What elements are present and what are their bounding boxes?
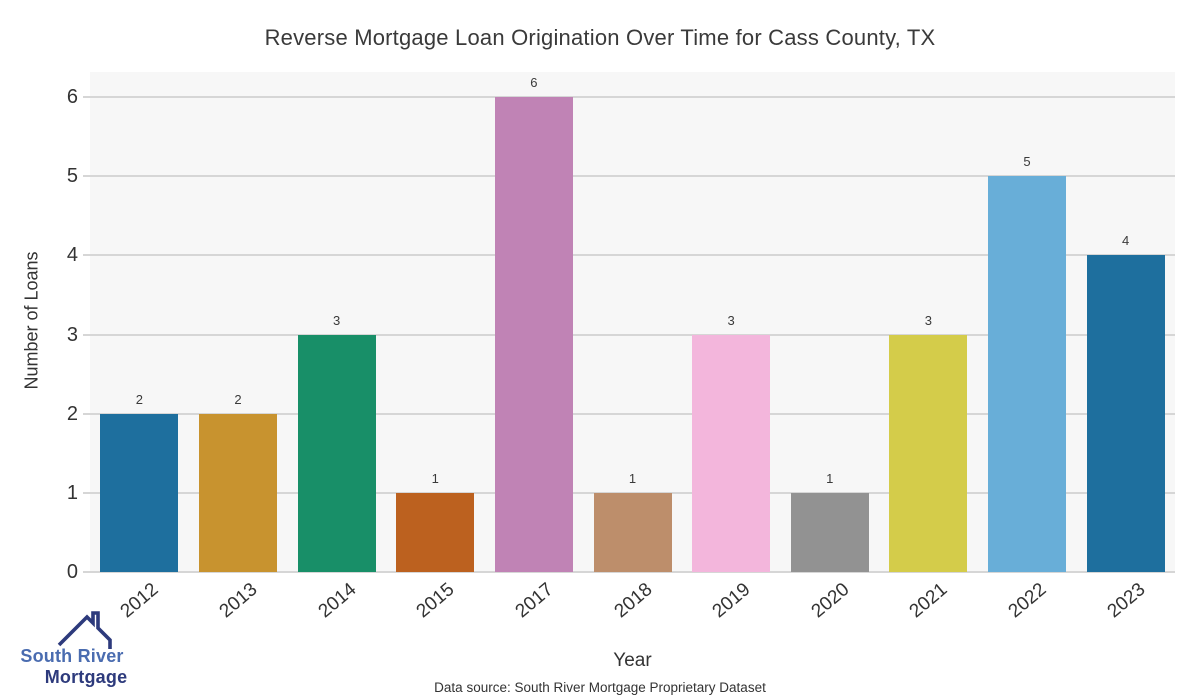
bar-value-label-2013: 2 [234,391,242,407]
gridline-y3 [90,333,1175,336]
y-tick-mark-2 [83,412,90,415]
bar-value-label-2012: 2 [135,391,143,407]
y-axis-title: Number of Loans [21,251,42,390]
y-tick-label-4: 4 [66,244,78,267]
south-river-mortgage-logo: South River Mortgage [12,606,142,696]
y-tick-mark-3 [83,333,90,336]
logo-text-line1: South River [20,646,124,666]
bar-value-label-2022: 5 [1023,154,1031,170]
bar-2023 [1086,255,1165,572]
bar-2017 [494,97,573,572]
logo-text-line2: Mortgage [44,667,128,687]
bar-2022 [988,176,1067,572]
bar-2020 [790,492,869,572]
y-tick-label-3: 3 [66,323,78,346]
bar-value-label-2015: 1 [431,470,439,486]
y-tick-mark-0 [83,571,90,573]
bar-value-label-2018: 1 [628,470,637,486]
gridline-y0 [90,571,1175,573]
bar-2013 [198,413,277,572]
data-source-note: Data source: South River Mortgage Propri… [434,680,766,695]
chart-title: Reverse Mortgage Loan Origination Over T… [264,25,936,50]
bar-2015 [396,492,475,572]
x-axis-title: Year [613,650,652,671]
gridline-y5 [90,175,1175,178]
bar-value-label-2021: 3 [924,312,933,328]
y-tick-label-5: 5 [66,165,78,188]
bar-2012 [100,413,179,572]
y-tick-mark-6 [83,96,90,98]
bar-value-label-2020: 1 [826,470,834,486]
bar-2021 [889,334,968,572]
gridline-y6 [90,96,1175,98]
y-tick-label-6: 6 [66,86,78,108]
gridline-y2 [90,412,1175,415]
bar-value-label-2019: 3 [727,312,735,328]
bar-2018 [593,492,672,572]
y-tick-mark-1 [83,491,90,494]
y-tick-label-0: 0 [66,561,78,583]
y-tick-mark-5 [83,175,90,178]
bar-value-label-2014: 3 [332,312,341,328]
bar-2019 [692,334,771,572]
house-roof-icon [57,611,112,649]
bar-value-label-2017: 6 [530,75,538,90]
gridline-y4 [90,254,1175,257]
y-tick-label-1: 1 [66,481,78,504]
bar-2014 [297,334,376,572]
bar-value-label-2023: 4 [1122,233,1130,249]
y-tick-label-2: 2 [66,402,78,425]
y-tick-mark-4 [83,254,90,257]
